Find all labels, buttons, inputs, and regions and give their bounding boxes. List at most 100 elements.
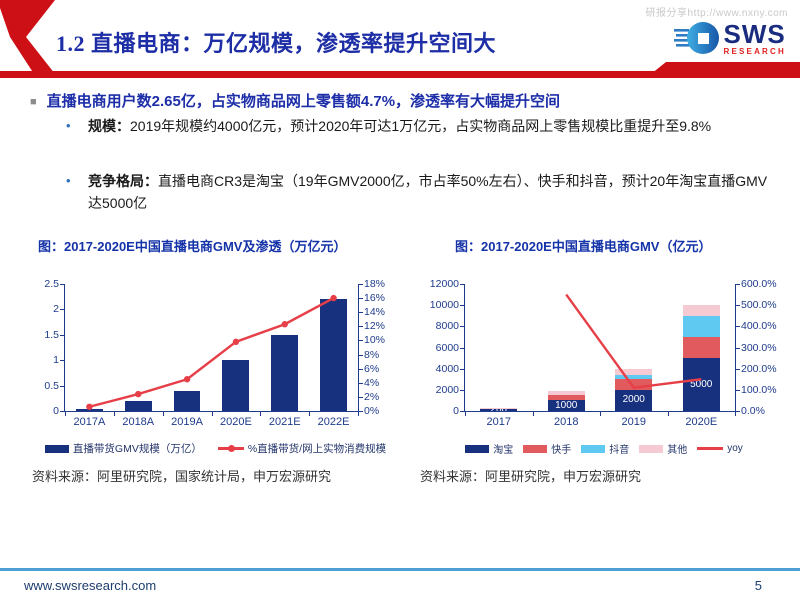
axis-tick-mark <box>359 284 363 285</box>
axis-tick-mark <box>60 284 64 285</box>
bar-segment <box>547 395 585 401</box>
axis-tick-mark <box>359 354 363 356</box>
bar-value-label: 5000 <box>690 378 713 390</box>
axis-tick-mark <box>460 368 464 370</box>
right-axis-tick-label: 400.0% <box>741 320 777 333</box>
right-axis-tick-label: 0% <box>364 405 380 417</box>
page-number: 5 <box>754 578 762 593</box>
x-axis-category-label: 2021E <box>268 416 301 428</box>
axis-tick-mark <box>460 305 464 307</box>
footer-url: www.swsresearch.com <box>24 578 157 593</box>
header-band <box>0 71 800 78</box>
right-axis-tick-label: 10% <box>364 334 386 347</box>
legend-label: 淘宝 <box>493 445 514 456</box>
right-axis-tick-label: 4% <box>364 376 380 389</box>
line-series <box>86 294 337 410</box>
x-axis-category-label: 2017A <box>73 416 106 428</box>
right-axis-tick-label: 2% <box>364 390 380 403</box>
right-axis-tick-label: 6% <box>364 362 380 375</box>
axis-tick-mark <box>359 382 363 384</box>
x-axis-tick-mark <box>260 412 262 416</box>
axis-tick-mark <box>359 396 363 398</box>
axis-tick-mark <box>460 347 464 349</box>
bar-segment <box>271 334 299 411</box>
axis-tick-mark <box>359 368 363 370</box>
legend-label: 其他 <box>667 445 688 456</box>
legend-label: 直播带货GMV规模（万亿） <box>72 443 202 455</box>
x-axis-tick-mark <box>667 412 669 416</box>
bar-segment: 2000 <box>615 389 653 411</box>
right-axis-tick-label: 300.0% <box>741 341 777 354</box>
right-chart-source: 资料来源：阿里研究院，申万宏源研究 <box>420 469 642 484</box>
axis-tick-mark <box>359 326 363 328</box>
x-axis-category-label: 2020E <box>685 416 718 428</box>
axis-tick-mark <box>60 385 64 387</box>
legend-label: 快手 <box>551 445 572 456</box>
square-bullet-icon: ■ <box>30 96 37 108</box>
sws-logo-icon <box>673 22 719 54</box>
legend-line-swatch <box>697 444 724 453</box>
sws-logo-text: SWS RESEARCH <box>724 21 787 56</box>
x-axis-tick-mark <box>162 412 164 416</box>
axis-tick-mark <box>736 284 740 285</box>
axis-tick-mark <box>736 326 740 328</box>
bar-segment: 200 <box>480 408 518 411</box>
bar-value-label: 2000 <box>622 394 645 406</box>
right-axis-tick-label: 500.0% <box>741 299 777 312</box>
chart-gmv-by-platform: 200 1000 2000 5000 淘宝 快手 抖音 其他 yoy 0 2000 4000 600… <box>418 276 790 458</box>
axis-tick-mark <box>359 411 363 412</box>
left-axis-tick-label: 0.5 <box>44 379 59 392</box>
plot-area <box>64 284 359 412</box>
legend-bar-swatch <box>44 444 69 453</box>
left-axis-tick-label: 12000 <box>429 278 459 290</box>
bar-segment <box>615 379 653 390</box>
footer-divider <box>0 568 800 571</box>
left-axis-tick-label: 2000 <box>435 383 459 396</box>
bar-segment <box>222 360 250 411</box>
bar-segment <box>615 368 653 376</box>
bar-segment <box>682 305 720 316</box>
bar-segment <box>124 400 152 411</box>
left-chart-title: 图：2017-2020E中国直播电商GMV及渗透（万亿元） <box>38 239 347 254</box>
axis-tick-mark <box>60 360 64 362</box>
legend-item: 抖音 <box>581 441 629 456</box>
sub-bullet-competition-text: 直播电商CR3是淘宝（19年GMV2000亿，市占率50%左右）、快手和抖音，预… <box>88 173 768 211</box>
legend-line-dot <box>227 445 235 452</box>
x-axis-tick-mark <box>309 412 311 416</box>
legend-item: %直播带货/网上实物消费规模 <box>217 441 386 456</box>
axis-tick-mark <box>460 411 464 412</box>
header-red-decoration <box>0 0 800 78</box>
left-axis-tick-label: 0 <box>53 405 59 417</box>
logo-research-label: RESEARCH <box>723 46 786 56</box>
bar-segment <box>682 336 720 359</box>
chevron-ribbon <box>0 0 55 74</box>
axis-tick-mark <box>359 340 363 342</box>
x-axis-category-label: 2018 <box>554 416 579 428</box>
right-axis-tick-label: 16% <box>364 292 386 305</box>
chart-legend: 淘宝 快手 抖音 其他 yoy <box>418 441 790 456</box>
axis-tick-mark <box>736 389 740 391</box>
axis-tick-mark <box>60 309 64 311</box>
bar-segment <box>547 390 585 396</box>
chart-legend: 直播带货GMV规模（万亿） %直播带货/网上实物消费规模 <box>28 441 403 456</box>
bar-segment <box>320 299 347 411</box>
axis-tick-mark <box>736 368 740 370</box>
watermark-text: 研报分享http://www.nxny.com <box>645 8 788 19</box>
axis-tick-mark <box>736 411 740 412</box>
x-axis-category-label: 2018A <box>122 416 155 428</box>
x-axis-tick-mark <box>65 412 66 416</box>
chart-gmv-penetration: 直播带货GMV规模（万亿） %直播带货/网上实物消费规模 0 0.5 1 1.5 2 2.5… <box>28 276 403 458</box>
bar-segment: 1000 <box>547 400 585 411</box>
legend-item: 直播带货GMV规模（万亿） <box>44 441 202 456</box>
bar-segment: 5000 <box>682 358 720 411</box>
left-chart-source: 资料来源：阿里研究院，国家统计局，申万宏源研究 <box>32 469 332 484</box>
left-axis-tick-label: 10000 <box>429 299 459 312</box>
x-axis-tick-mark <box>465 412 466 416</box>
legend-item: 其他 <box>639 441 687 456</box>
bar-segment <box>615 375 653 380</box>
axis-tick-mark <box>460 326 464 328</box>
x-axis-tick-mark <box>113 412 115 416</box>
main-bullet: ■ 直播电商用户数2.65亿，占实物商品网上零售额4.7%，渗透率有大幅提升空间 <box>30 90 780 111</box>
bar-segment <box>173 390 201 411</box>
right-axis-tick-label: 8% <box>364 348 380 361</box>
